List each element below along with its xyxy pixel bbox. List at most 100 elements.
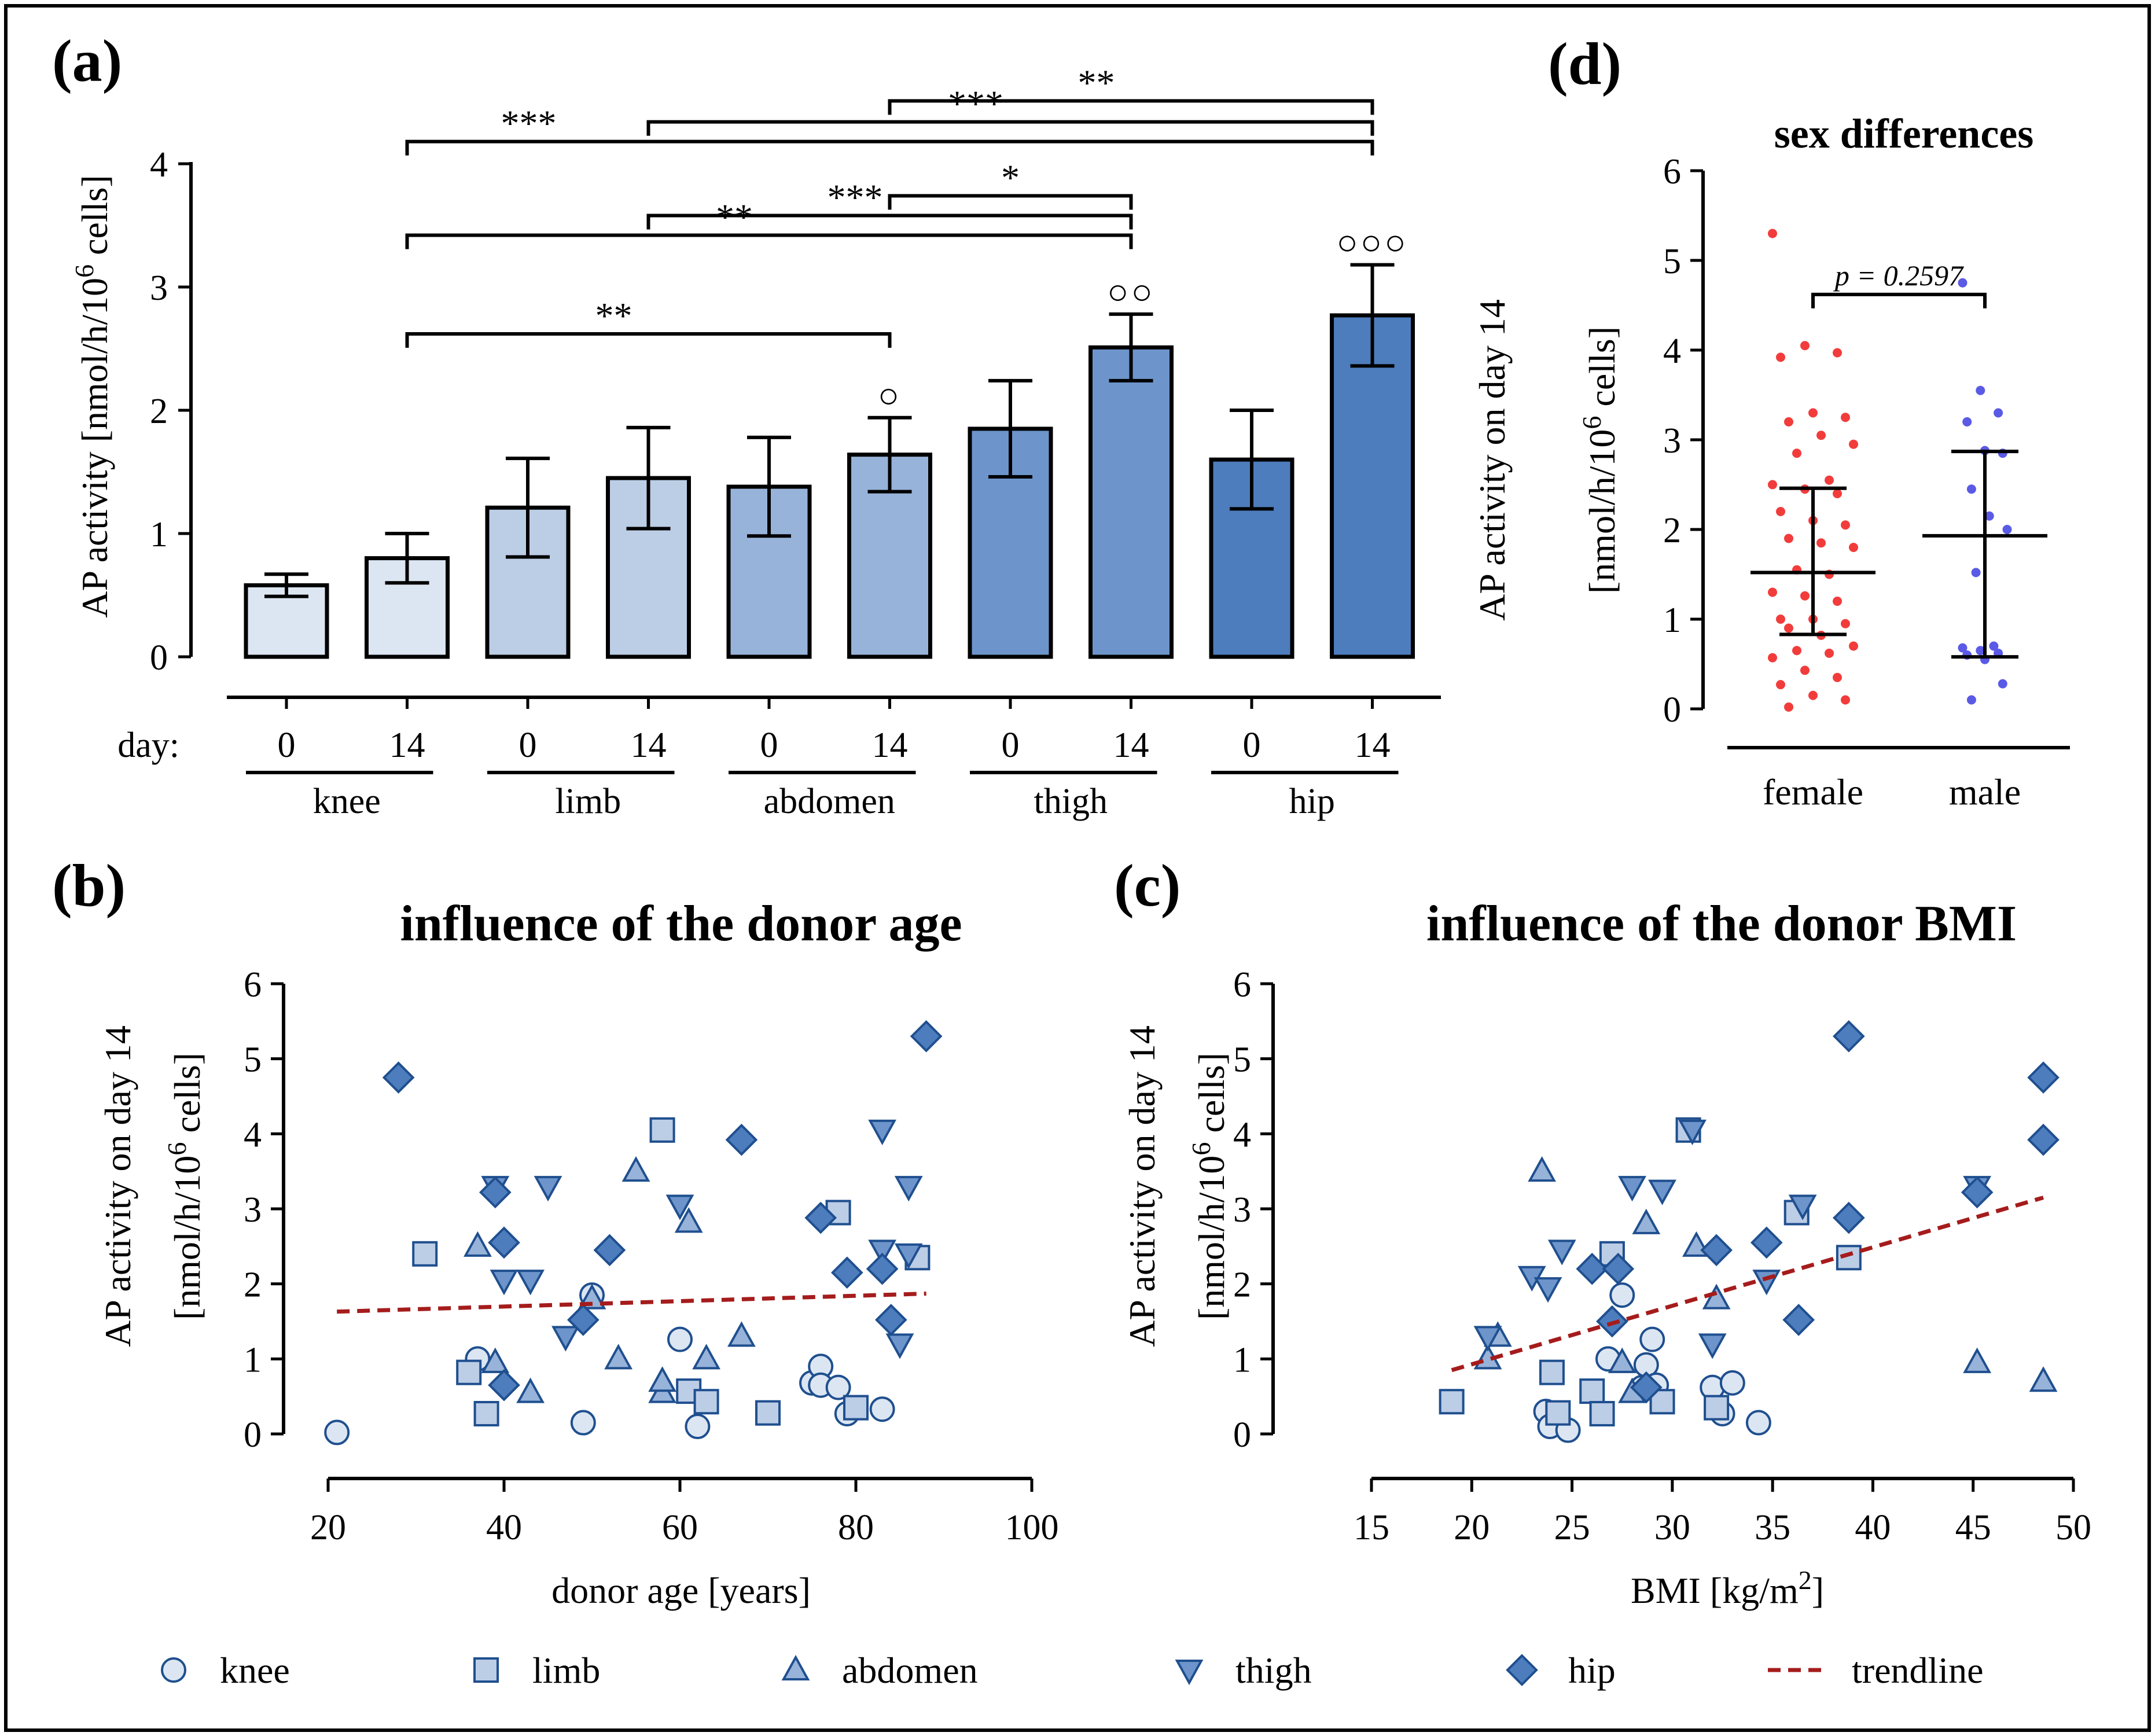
a-group-label: knee [313,782,381,821]
d-point-female [1776,680,1785,690]
panel-d-label: (d) [1548,31,1621,97]
significance-bracket [405,139,1374,156]
d-point-male [1994,408,2003,418]
d-point-female [1792,448,1801,458]
c-x-tick-label: 15 [1354,1508,1389,1547]
c-point-knee [1719,1370,1745,1396]
c-y-tick-label: 3 [1233,1190,1251,1230]
d-point-female [1825,648,1834,658]
c-point-thigh [1547,1240,1576,1266]
c-trendline [1451,1196,2044,1373]
b-point-abdomen [604,1344,632,1370]
b-point-thigh [551,1326,580,1352]
b-x-tick-label: 40 [486,1508,522,1547]
c-point-hip [1700,1234,1733,1267]
b-point-thigh [490,1270,518,1296]
d-point-female [1784,623,1793,633]
significance-bracket [888,194,1133,210]
c-x-tick-label: 40 [1855,1508,1891,1547]
b-y-tick-label: 2 [244,1266,262,1305]
b-point-abdomen [481,1347,510,1373]
d-point-male [1958,278,1968,288]
panel-b-label: (b) [52,852,126,919]
d-point-female [1841,695,1850,705]
c-x-tick-label: 25 [1554,1508,1590,1547]
legend-label: knee [220,1650,290,1691]
panel-d: (d) sex differences AP activity on day 1… [1472,31,2070,812]
panel-a: (a) AP activity [nmol/h/106 cells] 0 1 2 3 4… [52,28,1441,821]
b-point-knee [667,1326,693,1352]
c-point-hip [1833,1020,1865,1053]
d-point-female [1768,229,1777,238]
c-y-tick-label: 4 [1233,1115,1251,1154]
c-x-tick-label: 30 [1654,1508,1690,1547]
figure-frame [4,4,2151,1732]
b-x-tick-label: 60 [662,1508,698,1547]
c-point-thigh [1788,1194,1817,1220]
c-point-limb [1589,1400,1615,1426]
b-point-abdomen [516,1377,545,1403]
panel-a-ylabel: AP activity [nmol/h/106 cells] [69,175,115,617]
c-point-hip [2027,1123,2060,1156]
d-point-male [1998,679,2007,689]
a-x-tick-label: 14 [631,726,667,765]
panel-c-title: influence of the donor BMI [1426,896,2017,952]
b-point-thigh [665,1194,694,1220]
a-x-tick-label: 0 [1243,726,1261,765]
c-point-hip [1782,1304,1815,1336]
d-point-female [1808,408,1818,418]
significance-stars: *** [828,176,883,218]
panel-c: (c) influence of the donor BMI AP activi… [1114,852,2091,1611]
significance-bracket [405,233,1133,249]
b-point-limb [693,1389,719,1415]
legend-label: abdomen [842,1650,978,1691]
significance-stars: ** [1078,62,1115,103]
c-point-knee [1609,1282,1635,1308]
d-point-female [1768,587,1777,597]
d-point-female [1800,591,1810,601]
b-point-knee [825,1374,851,1400]
c-point-abdomen [1608,1347,1637,1373]
c-y-tick-label: 6 [1233,965,1251,1005]
panel-b-ylabel-line2: [nmol/h/106 cells] [162,1053,208,1320]
significance-bracket [646,120,1374,136]
c-y-tick-label: 2 [1233,1266,1251,1305]
b-point-hip [488,1369,520,1402]
a-group-label: limb [555,782,621,821]
d-point-male [1962,417,1972,426]
a-x-prefix: day: [117,726,179,765]
b-point-thigh [894,1176,923,1202]
c-x-tick-label: 20 [1454,1508,1490,1547]
significance-circle-mark: ○ [878,376,902,415]
d-point-male [1984,511,1994,521]
b-point-hip [488,1226,520,1259]
c-point-hip [1750,1226,1783,1259]
panel-c-ylabel-line1: AP activity on day 14 [1121,1025,1163,1347]
d-point-female [1849,641,1858,651]
c-point-limb [1439,1389,1465,1415]
d-point-female [1776,352,1785,362]
b-point-hip [382,1061,415,1094]
d-point-male [1976,385,1985,395]
b-y-tick-label: 3 [244,1190,262,1230]
d-point-female [1833,597,1842,606]
legend-label: trendline [1852,1650,1983,1691]
b-point-thigh [534,1176,562,1202]
a-x-tick-label: 0 [278,726,296,765]
d-comparison-bracket [1811,292,1987,308]
c-point-thigh [1648,1179,1676,1205]
c-y-tick-label: 1 [1233,1340,1251,1380]
d-point-female [1792,646,1801,656]
d-x-tick-label: male [1949,771,2021,812]
panel-d-title: sex differences [1774,111,2034,157]
b-point-hip [725,1123,758,1156]
d-point-female [1825,475,1834,485]
b-point-abdomen [464,1231,492,1257]
a-group-label: thigh [1034,782,1108,821]
d-point-male [1966,484,1976,494]
b-point-limb [456,1359,482,1385]
panel-b-ylabel-line1: AP activity on day 14 [97,1025,138,1347]
b-point-abdomen [692,1344,720,1370]
b-point-limb [473,1400,499,1426]
legend: knee limb abdomen thigh hip trendline [161,1650,1983,1691]
